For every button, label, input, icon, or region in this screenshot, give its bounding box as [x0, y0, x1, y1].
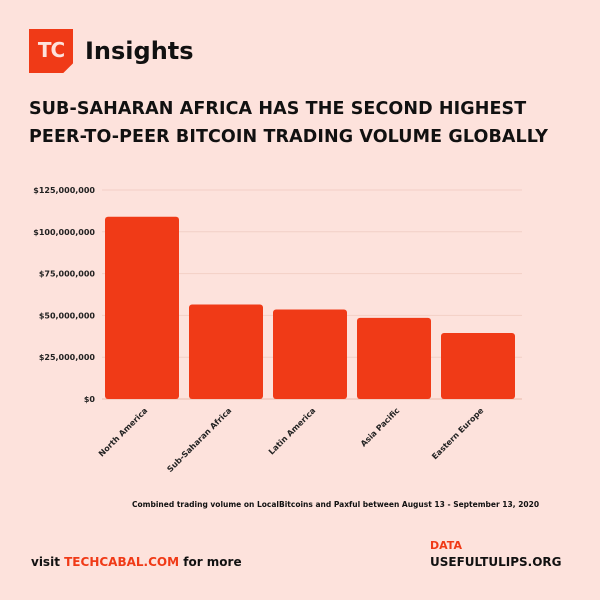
chart-footnote: Combined trading volume on LocalBitcoins…: [132, 500, 540, 509]
bar-sub-saharan-africa: [189, 304, 263, 399]
brand-logo: TC Insights: [29, 29, 194, 73]
bar-eastern-europe: [441, 332, 515, 399]
visit-prefix: visit: [31, 555, 60, 569]
chart-bars: [105, 216, 515, 399]
y-tick-label: $25,000,000: [39, 353, 96, 362]
x-axis-ticks: North America Sub-Saharan Africa Latin Ame…: [97, 406, 486, 474]
data-source-label: DATA: [430, 539, 462, 552]
y-tick-label: $125,000,000: [33, 186, 95, 195]
bar-north-america: [105, 216, 179, 399]
chart-headline: SUB-SAHARAN AFRICA HAS THE SECOND HIGHES…: [29, 95, 589, 151]
x-tick-label: Latin America: [267, 406, 317, 456]
visit-suffix: for more: [183, 555, 242, 569]
visit-line: visit TECHCABAL.COM for more: [31, 555, 242, 569]
logo-mark-text: TC: [37, 38, 65, 62]
brand-name: Insights: [85, 37, 194, 65]
x-tick-label: Asia Pacific: [359, 406, 402, 449]
y-tick-label: $50,000,000: [39, 311, 96, 320]
bar-asia-pacific: [357, 317, 431, 399]
y-tick-label: $75,000,000: [39, 270, 96, 279]
headline-line-1: SUB-SAHARAN AFRICA HAS THE SECOND HIGHES…: [29, 99, 527, 119]
data-source-site[interactable]: USEFULTULIPS.ORG: [430, 555, 562, 569]
bar-chart: $0 $25,000,000 $50,000,000 $75,000,000 $100,…: [33, 186, 522, 474]
y-axis-ticks: $0 $25,000,000 $50,000,000 $75,000,000 $100,…: [33, 186, 95, 404]
y-tick-label: $100,000,000: [33, 228, 95, 237]
y-tick-label: $0: [84, 395, 96, 404]
headline-line-2: PEER-TO-PEER BITCOIN TRADING VOLUME GLOB…: [29, 127, 549, 147]
techcabal-logo-icon: TC: [29, 29, 73, 73]
visit-site-link[interactable]: TECHCABAL.COM: [64, 555, 180, 569]
x-tick-label: Eastern Europe: [430, 406, 486, 462]
x-tick-label: Sub-Saharan Africa: [165, 406, 233, 474]
bar-latin-america: [273, 309, 347, 399]
x-tick-label: North America: [97, 406, 149, 458]
